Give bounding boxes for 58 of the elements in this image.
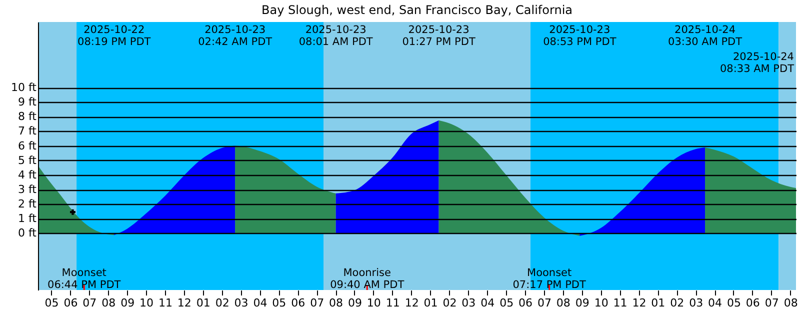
x-tick-label: 02 — [670, 296, 684, 310]
annotation: 2025-10-23 01:27 PM PDT — [402, 24, 476, 48]
x-tick-label: 12 — [404, 296, 419, 310]
annotation: 2025-10-22 08:19 PM PDT — [78, 24, 152, 48]
x-tick-label: 05 — [726, 296, 741, 310]
y-tick-label: 7 ft — [18, 124, 38, 138]
y-tick-label: 10 ft — [11, 81, 38, 94]
y-tick-label: 2 ft — [18, 198, 38, 211]
y-tick-label: 0 ft — [18, 226, 38, 240]
x-tick-label: 10 — [366, 296, 381, 310]
x-tick-label: 08 — [102, 296, 116, 310]
x-tick-label: 01 — [424, 296, 438, 310]
x-tick-label: 12 — [177, 296, 192, 310]
x-tick-label: 03 — [462, 296, 476, 310]
x-tick-label: 08 — [329, 296, 344, 310]
x-tick-label: 11 — [158, 296, 172, 310]
x-tick-label: 05 — [272, 296, 286, 310]
x-tick-label: 05 — [500, 296, 514, 310]
x-tick-label: 09 — [348, 296, 362, 310]
x-tick-label: 04 — [708, 296, 722, 310]
x-tick-label: 02 — [442, 296, 457, 310]
x-tick-label: 07 — [310, 296, 324, 310]
x-tick-label: 11 — [386, 296, 400, 310]
x-tick-label: 07 — [764, 296, 779, 310]
x-tick-label: 04 — [253, 296, 268, 310]
x-tick-label: 01 — [651, 296, 666, 310]
x-tick-label: 07 — [82, 296, 97, 310]
annotation: 2025-10-23 08:53 PM PDT — [543, 24, 617, 48]
x-tick-label: 04 — [480, 296, 495, 310]
x-tick-label: 06 — [518, 296, 533, 310]
x-tick-label: 11 — [613, 296, 628, 310]
x-tick-label: 06 — [746, 296, 760, 310]
x-tick-label: 02 — [215, 296, 230, 310]
x-tick-label: 01 — [196, 296, 210, 310]
x-tick-label: 06 — [291, 296, 306, 310]
x-tick-label: 12 — [632, 296, 646, 310]
annotation: 2025-10-24 03:30 AM PDT — [668, 24, 743, 48]
y-tick-label: 6 ft — [18, 139, 38, 152]
x-tick-label: 07 — [537, 296, 552, 310]
y-tick-label: 8 ft — [18, 110, 38, 124]
y-tick-label: 3 ft — [18, 183, 38, 196]
x-tick-label: 09 — [120, 296, 135, 310]
x-tick-label: 10 — [140, 296, 154, 310]
y-tick-label: 9 ft — [18, 96, 38, 109]
x-tick-label: 08 — [784, 296, 798, 310]
y-tick-label: 5 ft — [18, 154, 38, 167]
x-tick-label: 06 — [64, 296, 78, 310]
x-tick-label: 09 — [575, 296, 590, 310]
x-tick-label: 08 — [556, 296, 570, 310]
x-tick-label: 03 — [689, 296, 704, 310]
x-tick-label: 05 — [44, 296, 59, 310]
ref-line-label: Moonrise 09:40 AM PDT — [330, 267, 405, 291]
chart-title: Bay Slough, west end, San Francisco Bay, California — [261, 3, 573, 17]
x-tick-label: 10 — [594, 296, 608, 310]
x-tick-label: 03 — [234, 296, 248, 310]
y-tick-label: 1 ft — [18, 212, 38, 226]
annotation: 2025-10-23 02:42 AM PDT — [198, 24, 273, 48]
y-tick-label: 4 ft — [18, 168, 38, 182]
